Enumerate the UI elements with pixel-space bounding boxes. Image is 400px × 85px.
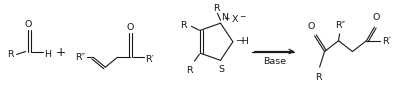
Text: S: S (218, 65, 224, 74)
Text: O: O (373, 13, 380, 22)
Text: O: O (126, 23, 134, 32)
Text: −: − (239, 12, 246, 21)
Text: O: O (308, 22, 315, 31)
Text: R′: R′ (145, 55, 154, 64)
Text: ─H: ─H (236, 37, 249, 46)
Text: R: R (315, 73, 322, 82)
Text: R: R (213, 4, 220, 13)
Text: X: X (232, 15, 239, 24)
Text: R′: R′ (382, 37, 391, 46)
Text: R: R (180, 21, 186, 30)
Text: N: N (222, 13, 228, 22)
Text: R: R (7, 50, 14, 59)
Text: +: + (56, 46, 66, 59)
Text: +: + (223, 14, 230, 23)
Text: R″: R″ (75, 53, 86, 62)
Text: R″: R″ (336, 21, 346, 30)
Text: O: O (25, 20, 32, 29)
Text: H: H (44, 50, 51, 59)
Text: R: R (186, 66, 192, 75)
Text: Base: Base (263, 57, 286, 66)
